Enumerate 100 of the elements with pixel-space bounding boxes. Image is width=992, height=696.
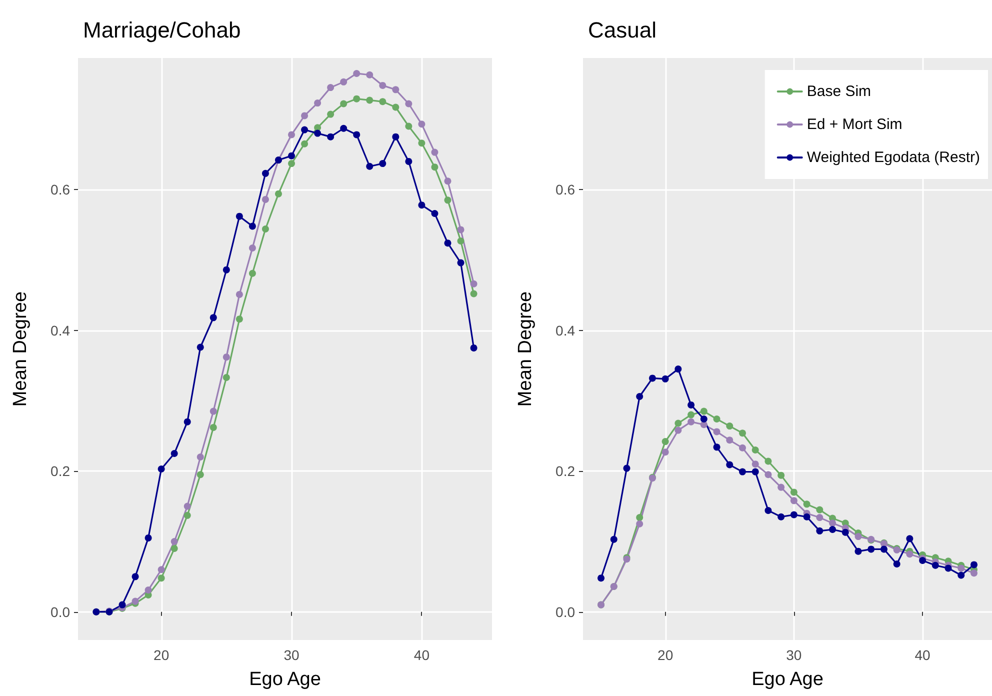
point <box>327 110 334 118</box>
point <box>170 450 178 458</box>
point <box>222 266 230 274</box>
point <box>236 316 243 323</box>
point <box>262 170 269 177</box>
point <box>340 124 348 132</box>
legend-label: Weighted Egodata (Restr) <box>806 149 980 166</box>
point <box>790 497 798 504</box>
x-tick-label: 30 <box>284 647 300 663</box>
point <box>288 152 296 160</box>
point <box>262 226 269 233</box>
point <box>327 84 334 92</box>
point <box>752 460 759 468</box>
point <box>431 164 438 171</box>
point <box>674 366 682 373</box>
point <box>392 133 400 140</box>
point <box>132 573 139 580</box>
point <box>700 408 708 415</box>
point <box>340 78 348 86</box>
point <box>674 420 682 427</box>
point <box>790 488 798 496</box>
y-axis-title: Mean Degree <box>10 291 31 407</box>
point <box>829 526 836 534</box>
point <box>726 461 734 468</box>
point <box>688 401 695 408</box>
point <box>880 546 888 553</box>
point <box>210 424 217 431</box>
point <box>636 393 644 400</box>
point <box>816 527 824 534</box>
legend-label: Base Sim <box>806 83 872 100</box>
point <box>700 416 708 423</box>
point <box>958 564 965 572</box>
point <box>958 572 965 579</box>
point <box>301 112 308 120</box>
point <box>288 160 296 168</box>
point <box>470 280 478 288</box>
point <box>158 566 165 574</box>
point <box>854 533 862 540</box>
point <box>713 444 720 451</box>
point <box>379 82 386 89</box>
point <box>803 500 810 508</box>
point <box>236 212 243 220</box>
x-tick-label: 40 <box>914 647 931 663</box>
point <box>327 133 334 140</box>
point <box>662 438 669 446</box>
point <box>158 465 165 472</box>
y-tick-label: 0.2 <box>50 463 70 480</box>
point <box>392 104 400 111</box>
point <box>764 471 772 478</box>
point <box>726 436 734 444</box>
point <box>262 196 269 203</box>
x-axis-title: Ego Age <box>752 669 824 690</box>
point <box>598 574 605 582</box>
point <box>970 561 978 568</box>
legend-label: Ed + Mort Sim <box>806 116 902 133</box>
point <box>184 418 191 426</box>
point <box>713 428 720 436</box>
point <box>379 98 386 106</box>
point <box>431 210 438 218</box>
point <box>906 535 914 542</box>
point <box>184 512 191 519</box>
point <box>970 570 978 577</box>
point <box>906 550 914 558</box>
point <box>431 148 438 156</box>
point <box>353 131 360 138</box>
point <box>236 290 243 298</box>
point <box>790 511 798 518</box>
chart-title: Casual <box>588 18 656 42</box>
point <box>662 448 669 456</box>
y-tick-label: 0.4 <box>50 322 70 338</box>
point <box>457 259 464 266</box>
y-tick-label: 0.6 <box>556 182 576 198</box>
point <box>210 408 217 415</box>
point <box>314 100 322 107</box>
point <box>418 140 426 147</box>
point <box>366 71 374 78</box>
point <box>144 534 152 542</box>
point <box>932 562 939 569</box>
point <box>418 202 426 209</box>
chart-title: Marriage/Cohab <box>83 18 241 42</box>
point <box>353 70 360 77</box>
point <box>778 484 785 491</box>
point <box>222 374 230 381</box>
point <box>275 190 282 198</box>
point <box>470 344 478 352</box>
point <box>118 601 126 608</box>
point <box>803 513 810 520</box>
point <box>636 514 644 522</box>
point <box>674 426 682 434</box>
x-tick-label: 30 <box>786 647 802 663</box>
point <box>713 416 720 423</box>
point <box>248 244 256 252</box>
x-axis-title: Ego Age <box>249 669 321 690</box>
point <box>457 237 464 244</box>
point <box>158 574 165 582</box>
point <box>854 548 862 555</box>
point <box>726 422 734 430</box>
point <box>144 586 152 594</box>
point <box>301 126 308 134</box>
point <box>752 446 759 454</box>
